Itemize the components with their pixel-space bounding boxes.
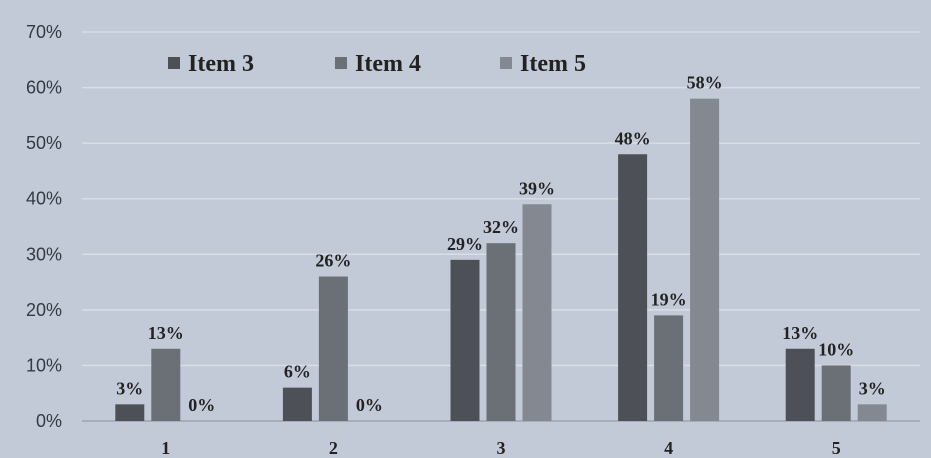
x-tick-label: 1 — [161, 438, 170, 458]
bar — [654, 315, 684, 421]
legend-label: Item 4 — [355, 51, 421, 77]
data-label: 3% — [859, 378, 886, 398]
y-tick-label: 40% — [26, 189, 62, 209]
data-label: 32% — [483, 217, 519, 237]
y-tick-label: 60% — [26, 78, 62, 98]
y-tick-label: 30% — [26, 244, 62, 264]
bar — [115, 404, 145, 421]
y-tick-label: 70% — [26, 22, 62, 42]
legend-swatch — [335, 57, 347, 69]
y-tick-label: 20% — [26, 300, 62, 320]
data-label: 6% — [284, 362, 311, 382]
data-label: 29% — [447, 234, 483, 254]
data-label: 3% — [116, 378, 143, 398]
bars — [115, 98, 887, 421]
y-tick-label: 10% — [26, 355, 62, 375]
data-label: 26% — [315, 251, 351, 271]
legend: Item 3 Item 4 Item 5 — [168, 51, 586, 77]
legend-swatch — [168, 57, 180, 69]
bar — [690, 98, 720, 421]
data-label: 48% — [615, 128, 651, 148]
data-label: 13% — [782, 323, 818, 343]
bar — [282, 387, 312, 421]
data-label: 0% — [356, 395, 383, 415]
bar — [618, 154, 648, 421]
bar — [486, 243, 516, 421]
x-tick-label: 3 — [497, 438, 506, 458]
x-tick-label: 4 — [664, 438, 673, 458]
legend-label: Item 5 — [520, 51, 586, 77]
x-tick-label: 5 — [832, 438, 841, 458]
data-labels: 3%13%0%6%26%0%29%32%39%48%19%58%13%10%3% — [116, 73, 885, 415]
y-tick-label: 0% — [36, 411, 62, 431]
data-label: 19% — [651, 289, 687, 309]
bar — [450, 259, 480, 421]
x-tick-label: 2 — [329, 438, 338, 458]
data-label: 10% — [818, 339, 854, 359]
y-axis: 0% 10% 20% 30% 40% 50% 60% 70% — [26, 22, 62, 431]
legend-label: Item 3 — [188, 51, 254, 77]
data-label: 39% — [519, 178, 555, 198]
x-axis: 1 2 3 4 5 — [161, 438, 840, 458]
bar — [522, 204, 552, 421]
y-tick-label: 50% — [26, 133, 62, 153]
bar — [857, 404, 887, 421]
bar — [318, 276, 348, 421]
data-label: 13% — [148, 323, 184, 343]
data-label: 0% — [188, 395, 215, 415]
data-label: 58% — [687, 73, 723, 93]
bar — [785, 348, 815, 421]
bar — [821, 365, 851, 421]
legend-swatch — [500, 57, 512, 69]
bar — [151, 348, 181, 421]
